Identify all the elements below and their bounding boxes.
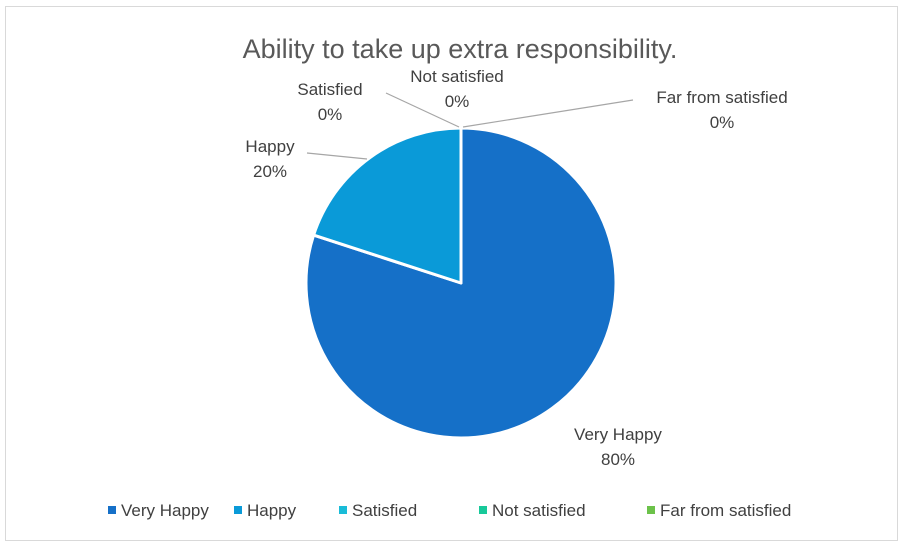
data-label-value-happy: 20% [253,162,287,181]
pie-slice-happy [312,126,463,285]
data-label-value-not-satisfied: 0% [445,92,470,111]
legend-swatch-happy [234,506,242,514]
data-label-not-satisfied: Not satisfied [410,67,504,86]
leader-line-happy [306,152,368,160]
pie-slices [304,126,618,440]
data-labels: Very Happy 80% Happy 20% Satisfied 0% Not sati… [245,67,787,469]
legend-swatch-not-satisfied [479,506,487,514]
data-label-satisfied: Satisfied [297,80,362,99]
chart-title: Ability to take up extra responsibility. [243,34,678,64]
legend-item-very-happy: Very Happy [121,501,209,520]
legend: Very Happy Happy Satisfied Not satisfied Far… [108,501,791,520]
leader-line-satisfied [385,92,460,128]
data-label-value-satisfied: 0% [318,105,343,124]
legend-item-satisfied: Satisfied [352,501,417,520]
data-label-value-very-happy: 80% [601,450,635,469]
leader-line-far-from-satisfied [462,99,634,128]
data-label-value-far-from-satisfied: 0% [710,113,735,132]
legend-item-happy: Happy [247,501,297,520]
data-label-happy: Happy [245,137,295,156]
legend-item-far-from-satisfied: Far from satisfied [660,501,791,520]
leader-lines [306,92,634,160]
legend-swatch-satisfied [339,506,347,514]
legend-swatch-far-from-satisfied [647,506,655,514]
legend-item-not-satisfied: Not satisfied [492,501,586,520]
data-label-far-from-satisfied: Far from satisfied [656,88,787,107]
data-label-very-happy: Very Happy [574,425,662,444]
legend-swatch-very-happy [108,506,116,514]
pie-slice-very-happy [304,126,618,440]
